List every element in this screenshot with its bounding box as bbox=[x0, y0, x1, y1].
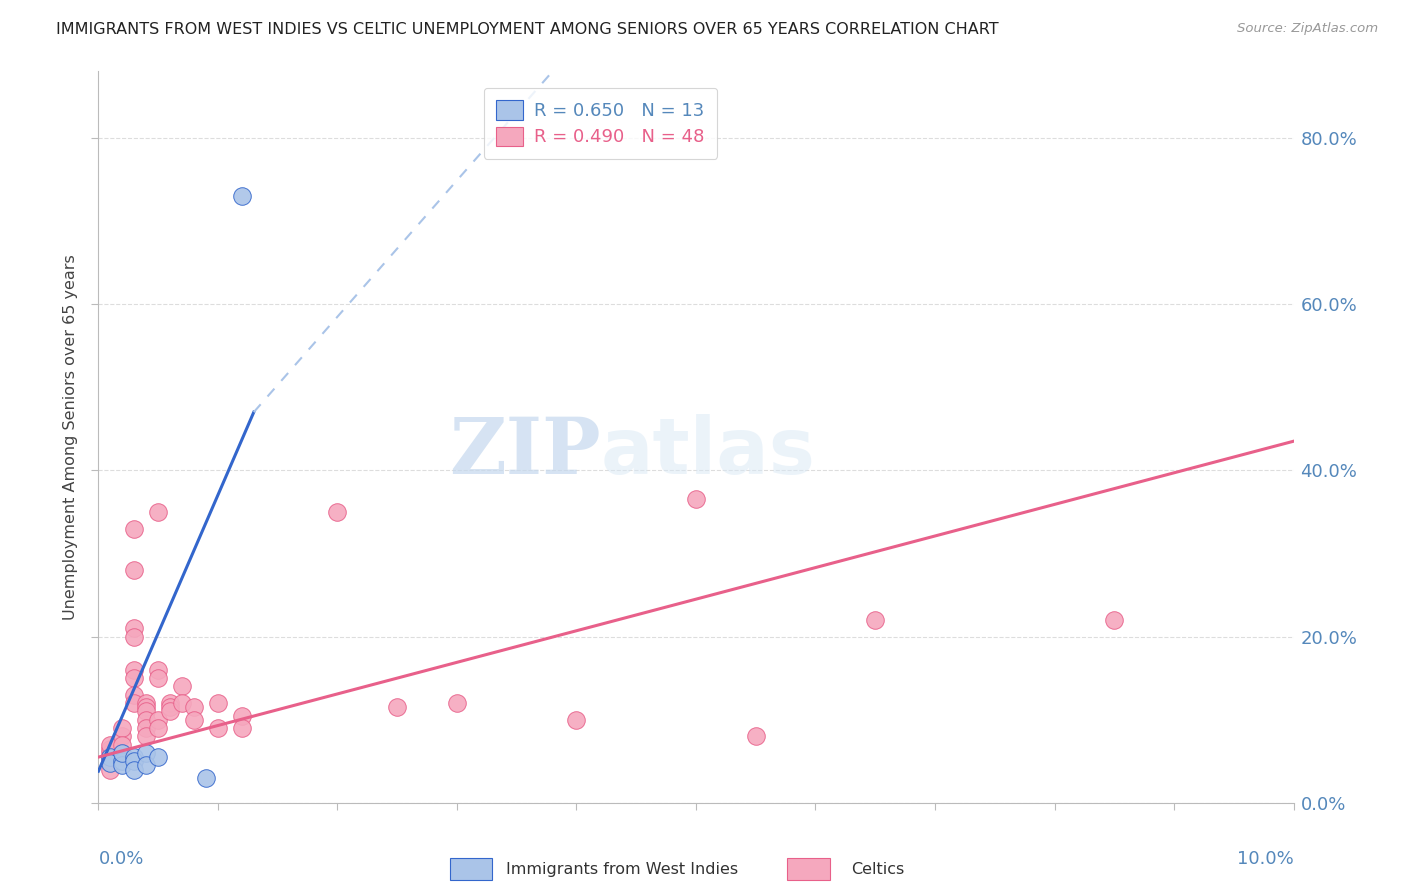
Point bbox=[111, 729, 134, 743]
Point bbox=[745, 729, 768, 743]
Point bbox=[148, 505, 170, 519]
Point bbox=[135, 696, 157, 710]
Point bbox=[446, 696, 468, 710]
Point bbox=[148, 713, 170, 727]
Point bbox=[100, 756, 122, 770]
Point bbox=[124, 763, 146, 777]
Point bbox=[135, 746, 157, 760]
Point bbox=[172, 680, 194, 694]
Point bbox=[111, 746, 134, 760]
Point bbox=[124, 688, 146, 702]
Point bbox=[207, 696, 229, 710]
Text: Source: ZipAtlas.com: Source: ZipAtlas.com bbox=[1237, 22, 1378, 36]
Point bbox=[100, 750, 122, 764]
Point bbox=[231, 189, 253, 203]
Point bbox=[159, 696, 181, 710]
Point bbox=[1104, 613, 1126, 627]
Point bbox=[135, 713, 157, 727]
Point bbox=[100, 746, 122, 760]
Point bbox=[148, 671, 170, 685]
Text: ZIP: ZIP bbox=[449, 414, 600, 490]
Point bbox=[183, 700, 205, 714]
Point bbox=[326, 505, 349, 519]
Point bbox=[135, 700, 157, 714]
Point bbox=[135, 729, 157, 743]
Point bbox=[124, 563, 146, 577]
Point bbox=[111, 721, 134, 735]
Point bbox=[565, 713, 588, 727]
Point bbox=[100, 741, 122, 756]
Point bbox=[865, 613, 887, 627]
Point bbox=[124, 663, 146, 677]
Point bbox=[148, 663, 170, 677]
Point bbox=[172, 696, 194, 710]
Point bbox=[124, 521, 146, 535]
Point bbox=[159, 705, 181, 719]
Point bbox=[135, 758, 157, 772]
Point bbox=[124, 621, 146, 635]
Point bbox=[100, 754, 122, 768]
Y-axis label: Unemployment Among Seniors over 65 years: Unemployment Among Seniors over 65 years bbox=[63, 254, 79, 620]
Point bbox=[207, 721, 229, 735]
Point bbox=[124, 696, 146, 710]
Point bbox=[231, 721, 253, 735]
Point bbox=[135, 705, 157, 719]
Point bbox=[100, 750, 122, 764]
Point bbox=[111, 758, 134, 772]
Legend: R = 0.650   N = 13, R = 0.490   N = 48: R = 0.650 N = 13, R = 0.490 N = 48 bbox=[484, 87, 717, 159]
Point bbox=[124, 750, 146, 764]
Point bbox=[148, 750, 170, 764]
Text: IMMIGRANTS FROM WEST INDIES VS CELTIC UNEMPLOYMENT AMONG SENIORS OVER 65 YEARS C: IMMIGRANTS FROM WEST INDIES VS CELTIC UN… bbox=[56, 22, 998, 37]
Point bbox=[124, 754, 146, 768]
Text: 10.0%: 10.0% bbox=[1237, 850, 1294, 868]
Text: Celtics: Celtics bbox=[851, 863, 904, 877]
Point bbox=[124, 630, 146, 644]
Point bbox=[124, 671, 146, 685]
Point bbox=[183, 713, 205, 727]
Point bbox=[111, 750, 134, 764]
Point bbox=[148, 721, 170, 735]
Point bbox=[100, 763, 122, 777]
Point bbox=[159, 700, 181, 714]
Point bbox=[385, 700, 409, 714]
Point bbox=[100, 738, 122, 752]
Text: Immigrants from West Indies: Immigrants from West Indies bbox=[506, 863, 738, 877]
Point bbox=[195, 771, 218, 785]
Point bbox=[111, 738, 134, 752]
Text: atlas: atlas bbox=[600, 414, 815, 490]
Point bbox=[111, 754, 134, 768]
Text: 0.0%: 0.0% bbox=[98, 850, 143, 868]
Point bbox=[685, 492, 707, 507]
Point bbox=[135, 721, 157, 735]
Point bbox=[231, 708, 253, 723]
